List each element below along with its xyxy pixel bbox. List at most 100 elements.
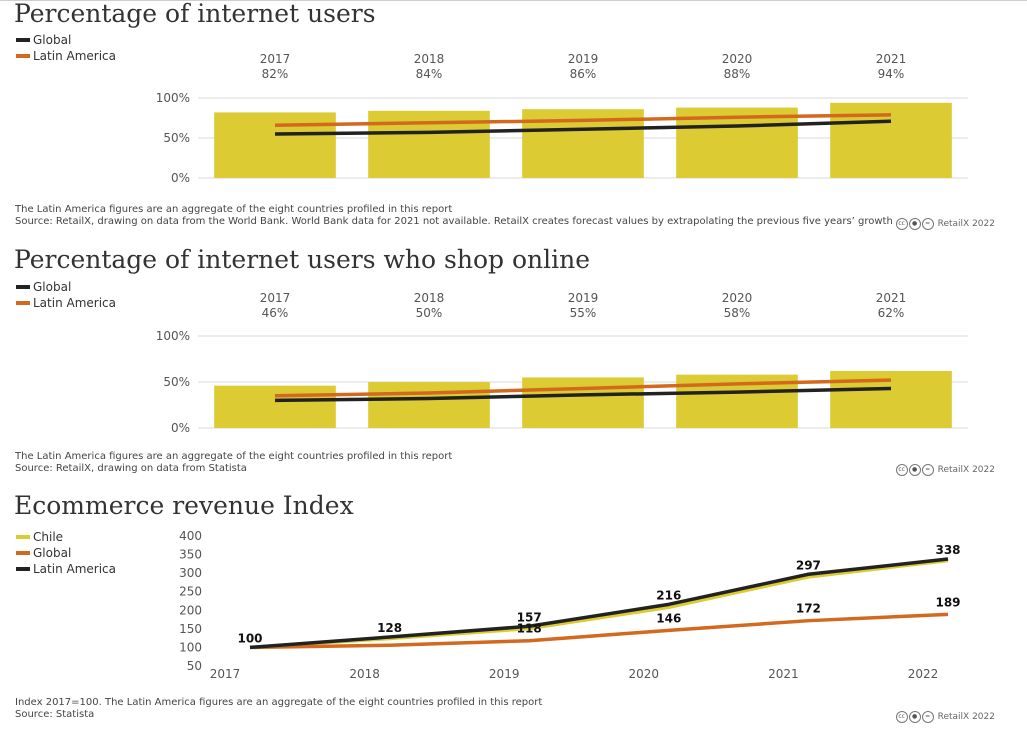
y-tick-label: 400 [179, 529, 202, 543]
by-attribution-icon: ● [908, 218, 921, 230]
data-point-label: 128 [377, 621, 402, 635]
series-line-latin-america [274, 378, 892, 398]
data-point-label: 172 [796, 602, 821, 616]
data-point-label: 157 [517, 610, 542, 624]
y-tick-label: 250 [179, 585, 202, 599]
data-point-label: 118 [517, 622, 542, 636]
data-point-label: 338 [935, 543, 960, 557]
chart1-credit: cc ● = RetailX 2022 [895, 218, 995, 230]
legend-swatch [16, 534, 30, 539]
bar [214, 112, 336, 178]
data-point-label: 216 [656, 588, 681, 602]
bar-value-label: 55% [570, 306, 597, 320]
chart2-source: Source: RetailX, drawing on data from St… [15, 463, 247, 474]
series-line-global [274, 386, 892, 403]
x-category-label: 2017 [260, 52, 291, 66]
x-tick-label: 2017 [210, 667, 241, 681]
bar-value-label: 84% [416, 67, 443, 81]
x-category-label: 2019 [568, 291, 599, 305]
chart2-legend-item-global: Global [16, 279, 116, 295]
chart1-legend-item-global: Global [16, 32, 116, 48]
chart3-plot: 50 100 150 200 250 300 350 400 2017 2018 2019 2020 2… [179, 529, 960, 681]
chart2-credit: cc ● = RetailX 2022 [895, 464, 995, 476]
bar-value-label: 62% [878, 306, 905, 320]
bar-value-label: 46% [262, 306, 289, 320]
bar-value-label: 50% [416, 306, 443, 320]
chart2-notes: The Latin America figures are an aggrega… [15, 451, 452, 475]
y-tick-label: 300 [179, 566, 202, 580]
y-tick-label: 50% [163, 375, 190, 389]
cc-license-icon: cc [895, 711, 908, 723]
bar [368, 382, 490, 428]
x-tick-label: 2018 [349, 667, 380, 681]
chart3-legend-item-chile: Chile [16, 529, 116, 545]
x-category-label: 2018 [414, 52, 445, 66]
by-attribution-icon: ● [908, 711, 921, 723]
legend-swatch [16, 284, 30, 289]
bar-value-label: 86% [570, 67, 597, 81]
data-point-label: 297 [796, 558, 821, 572]
bar [522, 377, 644, 428]
chart3-note: Index 2017=100. The Latin America figure… [15, 697, 543, 708]
nd-icon: = [921, 218, 934, 230]
y-tick-label: 150 [179, 622, 202, 636]
y-tick-label: 200 [179, 603, 202, 617]
by-attribution-icon: ● [908, 464, 921, 476]
bar-value-label: 82% [262, 67, 289, 81]
chart1-title: Percentage of internet users [14, 0, 376, 28]
chart2-plot: 0%50%100%201746%201850%201955%202058%202… [156, 291, 968, 435]
y-tick-label: 50 [187, 659, 202, 673]
chart1-source: Source: RetailX, drawing on data from th… [15, 216, 893, 227]
x-category-label: 2021 [876, 291, 907, 305]
nd-icon: = [921, 711, 934, 723]
bar-value-label: 88% [724, 67, 751, 81]
bar [214, 385, 336, 428]
y-tick-label: 0% [171, 171, 190, 185]
chart2-legend-item-latam: Latin America [16, 295, 116, 311]
chart3-source: Source: Statista [15, 709, 95, 720]
chart3-legend-item-latam: Latin America [16, 561, 116, 577]
cc-license-icon: cc [895, 464, 908, 476]
legend-swatch [16, 53, 30, 58]
chart3-title: Ecommerce revenue Index [14, 491, 354, 520]
x-tick-label: 2021 [768, 667, 799, 681]
y-tick-label: 100% [156, 91, 190, 105]
x-category-label: 2020 [722, 291, 753, 305]
x-tick-label: 2019 [489, 667, 520, 681]
chart3-notes: Index 2017=100. The Latin America figure… [15, 697, 542, 721]
y-tick-label: 100 [179, 640, 202, 654]
bar-value-label: 94% [878, 67, 905, 81]
chart3-legend: Chile Global Latin America [16, 529, 116, 577]
chart1-legend-item-latam: Latin America [16, 48, 116, 64]
chart1-legend: Global Latin America [16, 32, 116, 64]
y-tick-label: 100% [156, 329, 190, 343]
y-tick-label: 0% [171, 421, 190, 435]
top-divider [0, 0, 1027, 1]
series-line-latin-america [274, 113, 892, 127]
x-category-label: 2018 [414, 291, 445, 305]
chart1-notes: The Latin America figures are an aggrega… [15, 204, 893, 228]
y-tick-label: 350 [179, 548, 202, 562]
series-line-global [274, 119, 892, 136]
data-point-label: 100 [237, 631, 262, 645]
x-category-label: 2020 [722, 52, 753, 66]
bar-value-label: 58% [724, 306, 751, 320]
legend-swatch [16, 300, 30, 305]
x-category-label: 2019 [568, 52, 599, 66]
x-category-label: 2021 [876, 52, 907, 66]
legend-swatch [16, 37, 30, 42]
legend-swatch [16, 550, 30, 555]
series-line-latin-america [249, 557, 949, 650]
x-category-label: 2017 [260, 291, 291, 305]
chart3-legend-item-global: Global [16, 545, 116, 561]
chart2-note: The Latin America figures are an aggrega… [15, 451, 453, 462]
data-point-label: 146 [656, 611, 681, 625]
series-line-global [249, 612, 949, 650]
x-tick-label: 2022 [908, 667, 939, 681]
cc-license-icon: cc [895, 218, 908, 230]
chart2-legend: Global Latin America [16, 279, 116, 311]
data-point-label: 189 [935, 595, 960, 609]
chart3-credit: cc ● = RetailX 2022 [895, 711, 995, 723]
legend-swatch [16, 566, 30, 571]
